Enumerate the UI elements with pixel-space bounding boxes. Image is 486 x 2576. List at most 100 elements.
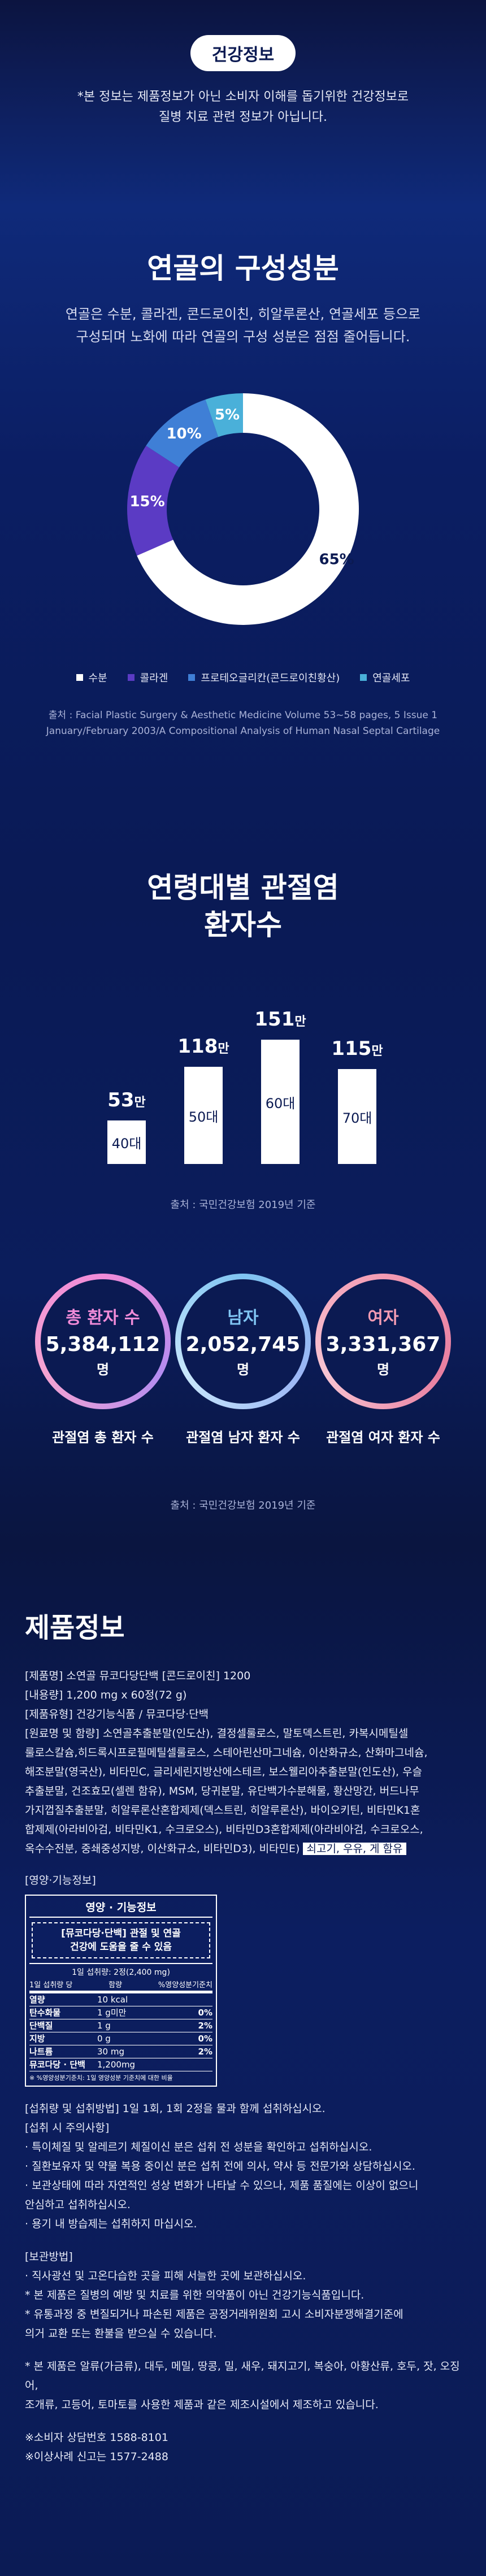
head-mid: 함량 bbox=[109, 1981, 123, 1989]
patient-ring-0: 총 환자 수 5,384,112명 bbox=[35, 1274, 171, 1409]
head-left: 1일 섭취량 당 bbox=[29, 1981, 73, 1989]
nutrition-cell-p: 2% bbox=[198, 2047, 212, 2057]
patient-circle-2: 여자 3,331,367명 bbox=[321, 1279, 445, 1404]
patient-title-2: 여자 bbox=[367, 1308, 399, 1328]
patient-num-1: 2,052,745명 bbox=[185, 1333, 301, 1378]
bar-col-3: 115만 70대 bbox=[331, 1037, 383, 1164]
bar-label-3: 70대 bbox=[342, 1110, 372, 1126]
note-caution-4: · 용기 내 방습제는 섭취하지 마십시오. bbox=[25, 2218, 197, 2230]
product-name: [제품명] 소연골 뮤코다당단백 [콘드로이친] 1200 bbox=[25, 1670, 251, 1682]
nutrition-cell-n: 탄수화물 bbox=[29, 2008, 61, 2018]
note-caution-3: · 보관상태에 따라 자연적인 성상 변화가 나타날 수 있으나, 제품 품질에… bbox=[25, 2179, 419, 2192]
age-bar-chart: 53만 40대 118만 50대 151만 60대 115만 70대 bbox=[0, 978, 486, 1164]
legend-swatch-0 bbox=[76, 674, 83, 681]
health-info-pill: 건강정보 bbox=[190, 35, 296, 71]
note-allergen-2: 조개류, 고등어, 토마토를 사용한 제품과 같은 제조시설에서 제조하고 있습… bbox=[25, 2399, 379, 2411]
nutrition-cell-a: 1 g미만 bbox=[97, 2008, 127, 2018]
note-intake: [섭취량 및 섭취방법] 1일 1회, 1회 2정을 물과 함께 섭취하십시오. bbox=[25, 2102, 326, 2115]
ingredients-4: 추출분말, 건조효모(셀렌 함유), MSM, 당귀분말, 유단백가수분해물, … bbox=[25, 1785, 419, 1797]
patient-stat-2: 여자 3,331,367명 관절염 여자 환자 수 bbox=[315, 1274, 451, 1446]
nutrition-cell-n: 뮤코다당 · 단백 bbox=[29, 2060, 85, 2070]
notice-line-2: 질병 치료 관련 정보가 아닙니다. bbox=[158, 110, 328, 124]
desc-line-2: 구성되며 노화에 따라 연골의 구성 성분은 점점 줄어듭니다. bbox=[76, 329, 410, 345]
donut-slice-0 bbox=[137, 393, 359, 625]
bar-source: 출처 : 국민건강보험 2019년 기준 bbox=[170, 1199, 316, 1211]
nutrition-cell-a: 1,200mg bbox=[97, 2060, 136, 2070]
bar-col-2: 151만 60대 bbox=[254, 1008, 306, 1164]
function-claim: [뮤코다당·단백] 관절 및 연골 건강에 도움을 줄 수 있음 bbox=[32, 1922, 210, 1958]
donut-slice-2 bbox=[146, 399, 219, 468]
nutrition-title: 영양 · 기능정보 bbox=[29, 1899, 212, 1918]
source-line-2: January/February 2003/A Compositional An… bbox=[46, 726, 440, 737]
age-section: 연령대별 관절염 환자수 53만 40대 118만 50대 151만 60대 115만 70대 … bbox=[0, 739, 486, 1512]
donut-legend: 수분 콜라겐 프로테오글리칸(콘드로이친황산) 연골세포 bbox=[0, 670, 486, 685]
desc-line-1: 연골은 수분, 콜라겐, 콘드로이친, 히알루론산, 연골세포 등으로 bbox=[65, 306, 421, 322]
note-disclaimer-2b: 의거 교환 또는 환불을 받으실 수 있습니다. bbox=[25, 2327, 217, 2340]
patient-circle-1: 남자 2,052,745명 bbox=[181, 1279, 305, 1404]
patient-title-0: 총 환자 수 bbox=[66, 1308, 140, 1328]
donut-slice-3 bbox=[205, 393, 243, 437]
legend-item-2: 프로테오글리칸(콘드로이친황산) bbox=[188, 670, 340, 685]
donut-slice-1 bbox=[127, 445, 179, 556]
nutrition-cell-p: 2% bbox=[198, 2021, 212, 2031]
claim-line-1: [뮤코다당·단백] 관절 및 연골 bbox=[61, 1928, 181, 1939]
allergy-highlight: 쇠고기, 우유, 게 함유 bbox=[303, 1843, 406, 1855]
note-contact-2: ※이상사례 신고는 1577-2488 bbox=[25, 2451, 168, 2463]
nutrition-row: 탄수화물 1 g미만 0% bbox=[29, 2006, 212, 2019]
head-right: %영양성분기준치 bbox=[158, 1981, 212, 1989]
patient-num-0: 5,384,112명 bbox=[45, 1333, 160, 1378]
product-type: [제품유형] 건강기능식품 / 뮤코다당·단백 bbox=[25, 1708, 209, 1721]
bar-label-0: 40대 bbox=[111, 1136, 142, 1152]
bar-0: 40대 bbox=[107, 1120, 146, 1164]
bar-col-0: 53만 40대 bbox=[107, 1089, 146, 1164]
bar-value-2: 151만 bbox=[254, 1008, 306, 1031]
patient-ring-1: 남자 2,052,745명 bbox=[175, 1274, 311, 1409]
nutrition-row: 나트륨 30 mg 2% bbox=[29, 2045, 212, 2058]
donut-label-2: 10% bbox=[166, 425, 201, 442]
bar-value-3: 115만 bbox=[331, 1037, 383, 1060]
nutrition-row: 열량 10 kcal bbox=[29, 1993, 212, 2006]
disclaimer-notice: *본 정보는 제품정보가 아닌 소비자 이해를 돕기위한 건강정보로 질병 치료… bbox=[0, 87, 486, 128]
ingredients-1: [원료명 및 함량] 소연골추출분말(인도산), 결정셀룰로스, 말토덱스트린,… bbox=[25, 1727, 409, 1740]
nutrition-cell-n: 나트륨 bbox=[29, 2047, 53, 2057]
legend-label-2: 프로테오글리칸(콘드로이친황산) bbox=[201, 672, 340, 684]
bar-1: 50대 bbox=[184, 1067, 223, 1164]
donut-chart: 65% 15% 10% 5% bbox=[0, 371, 486, 642]
ingredients-2: 룰로스칼슘,히드록시프로필메틸셀룰로스, 스테아린산마그네슘, 이산화규소, 산… bbox=[25, 1747, 428, 1759]
note-caution-3b: 안심하고 섭취하십시오. bbox=[25, 2199, 131, 2211]
notes: [섭취량 및 섭취방법] 1일 1회, 1회 2정을 물과 함께 섭취하십시오.… bbox=[25, 2099, 461, 2466]
patient-caption-1: 관절염 남자 환자 수 bbox=[186, 1430, 300, 1445]
legend-swatch-1 bbox=[127, 674, 134, 681]
donut-label-1: 15% bbox=[129, 493, 164, 510]
note-allergen-1: * 본 제품은 알류(가금류), 대두, 메밀, 땅콩, 밀, 새우, 돼지고기… bbox=[25, 2360, 460, 2392]
claim-line-2: 건강에 도움을 줄 수 있음 bbox=[70, 1941, 172, 1953]
patient-caption-0: 관절염 총 환자 수 bbox=[52, 1430, 154, 1445]
nutrition-cell-p bbox=[154, 2058, 212, 2071]
nutrition-cell-a: 1 g bbox=[97, 2021, 111, 2031]
donut-label-0: 65% bbox=[319, 551, 354, 568]
patient-circle-0: 총 환자 수 5,384,112명 bbox=[41, 1279, 165, 1404]
patient-num-2: 3,331,367명 bbox=[326, 1333, 441, 1378]
bar-2: 60대 bbox=[261, 1040, 300, 1164]
bar-value-0: 53만 bbox=[107, 1089, 146, 1111]
note-disclaimer-2: * 유통과정 중 변질되거나 파손된 제품은 공정거래위원회 고시 소비자분쟁해… bbox=[25, 2308, 403, 2321]
nutrition-cell-a: 0 g bbox=[97, 2034, 111, 2044]
note-contact-1: ※소비자 상담번호 1588-8101 bbox=[25, 2431, 168, 2444]
legend-label-1: 콜라겐 bbox=[140, 672, 168, 684]
nutrition-cell-n: 지방 bbox=[29, 2034, 45, 2044]
nutrition-rows: 열량 10 kcal 탄수화물 1 g미만 0% 단백질 1 g 2% 지방 0 g 0% 나트륨 30… bbox=[29, 1993, 212, 2071]
composition-source: 출처 : Facial Plastic Surgery & Aesthetic … bbox=[28, 707, 458, 739]
notice-line-1: *본 정보는 제품정보가 아닌 소비자 이해를 돕기위한 건강정보로 bbox=[77, 90, 409, 104]
bar-label-2: 60대 bbox=[265, 1095, 296, 1111]
bar-value-1: 118만 bbox=[177, 1035, 229, 1058]
composition-section: 연골의 구성성분 연골은 수분, 콜라겐, 콘드로이친, 히알루론산, 연골세포… bbox=[0, 154, 486, 739]
donut-label-3: 5% bbox=[215, 406, 240, 423]
nutrition-tag: [영양·기능정보] bbox=[25, 1874, 96, 1887]
patient-source: 출처 : 국민건강보험 2019년 기준 bbox=[170, 1500, 316, 1511]
legend-label-0: 수분 bbox=[88, 672, 107, 684]
nutrition-head: 1일 섭취량 당 함량 %영양성분기준치 bbox=[29, 1978, 212, 1993]
nutrition-cell-p: 0% bbox=[198, 2034, 212, 2044]
source-line-1: 출처 : Facial Plastic Surgery & Aesthetic … bbox=[48, 710, 438, 721]
